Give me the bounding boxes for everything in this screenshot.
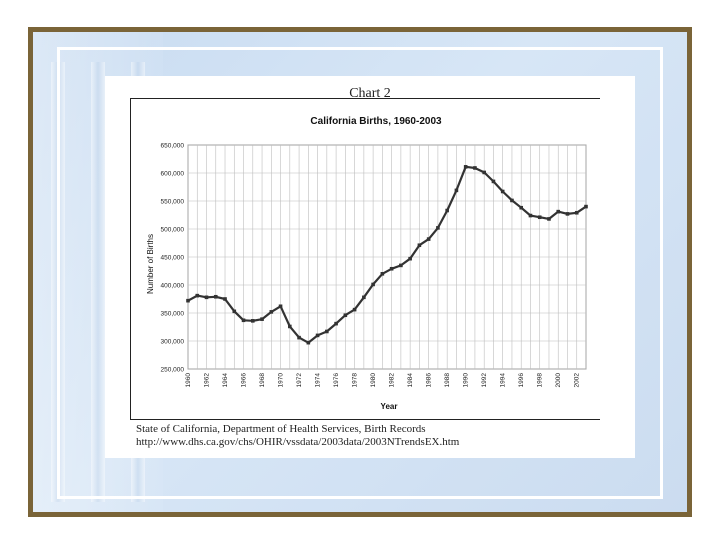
x-tick-label: 2002 <box>574 373 581 388</box>
x-tick-label: 1990 <box>463 373 470 388</box>
x-tick-label: 1960 <box>185 373 192 388</box>
data-point <box>306 340 311 345</box>
data-point <box>528 213 533 218</box>
y-axis-label: Number of Births <box>146 234 155 294</box>
data-point <box>250 319 255 323</box>
data-point <box>574 210 579 215</box>
chart-panel: Chart 2 California Births, 1960-2003 Num… <box>105 76 635 458</box>
y-tick-label: 600,000 <box>161 171 185 178</box>
births-line-chart: California Births, 1960-2003 Number of B… <box>146 116 588 411</box>
data-point <box>213 294 218 299</box>
slide-frame: Chart 2 California Births, 1960-2003 Num… <box>28 27 692 517</box>
data-point <box>500 189 505 194</box>
data-point <box>334 321 338 326</box>
data-point <box>204 295 209 300</box>
slide-inner-border <box>57 47 663 499</box>
births-series-line <box>187 165 587 344</box>
data-point <box>510 198 514 203</box>
x-tick-label: 1974 <box>315 373 322 388</box>
x-tick-label: 1986 <box>426 373 433 388</box>
data-point <box>232 309 237 314</box>
chart-title: California Births, 1960-2003 <box>310 116 442 127</box>
data-point <box>223 297 227 301</box>
x-tick-label: 1962 <box>204 373 211 388</box>
data-point <box>426 237 431 241</box>
data-point <box>463 165 468 169</box>
data-point <box>482 170 486 175</box>
data-point <box>195 293 200 298</box>
x-tick-label: 1988 <box>444 373 451 388</box>
chart-container: California Births, 1960-2003 Number of B… <box>130 98 600 420</box>
data-point <box>260 317 264 321</box>
x-tick-label: 1992 <box>481 373 488 388</box>
data-point <box>241 318 246 323</box>
data-point <box>519 205 524 210</box>
data-point <box>362 295 366 300</box>
data-point <box>371 282 375 287</box>
source-url: http://www.dhs.ca.gov/chs/OHIR/vssdata/2… <box>136 436 460 448</box>
data-point <box>278 304 283 309</box>
y-tick-label: 500,000 <box>161 227 185 234</box>
x-tick-label: 1980 <box>370 373 377 388</box>
slide-title: Chart 2 <box>349 86 391 101</box>
data-point <box>436 226 440 230</box>
data-point <box>269 310 274 314</box>
data-point <box>399 263 403 268</box>
data-point <box>380 272 385 276</box>
x-tick-label: 1970 <box>278 373 285 388</box>
x-tick-label: 1976 <box>333 373 340 388</box>
source-citation: State of California, Department of Healt… <box>136 423 426 435</box>
data-point <box>547 217 551 221</box>
data-point <box>297 335 301 340</box>
y-tick-label: 250,000 <box>161 367 185 374</box>
x-tick-label: 1984 <box>407 373 414 388</box>
x-tick-label: 1964 <box>222 373 229 388</box>
y-tick-label: 550,000 <box>161 199 185 206</box>
data-point <box>537 215 542 220</box>
x-tick-label: 1994 <box>500 373 507 388</box>
data-point <box>315 333 320 338</box>
data-point <box>445 208 449 213</box>
data-point <box>389 266 394 271</box>
data-point <box>473 166 477 170</box>
x-tick-label: 1998 <box>537 373 544 388</box>
x-tick-label: 2000 <box>555 373 562 388</box>
data-point <box>491 179 496 184</box>
data-point <box>565 212 570 216</box>
data-point <box>408 256 412 261</box>
y-tick-label: 450,000 <box>161 255 185 262</box>
y-tick-label: 650,000 <box>161 143 185 150</box>
x-tick-label: 1978 <box>352 373 359 388</box>
data-point <box>186 298 190 303</box>
decorative-column <box>91 62 105 502</box>
y-tick-label: 400,000 <box>161 283 185 290</box>
x-tick-label: 1982 <box>389 373 396 388</box>
data-point <box>454 188 459 193</box>
y-tick-label: 350,000 <box>161 311 185 318</box>
x-axis-label: Year <box>381 402 398 411</box>
data-point <box>288 324 292 329</box>
data-point <box>584 204 588 209</box>
x-tick-label: 1996 <box>518 373 525 388</box>
x-tick-label: 1972 <box>296 373 303 388</box>
y-tick-label: 300,000 <box>161 339 185 346</box>
data-point <box>352 307 357 312</box>
x-tick-label: 1966 <box>241 373 248 388</box>
x-tick-label: 1968 <box>259 373 266 388</box>
data-point <box>556 209 561 214</box>
data-point <box>417 243 422 248</box>
data-point <box>343 313 348 318</box>
data-point <box>325 329 329 334</box>
